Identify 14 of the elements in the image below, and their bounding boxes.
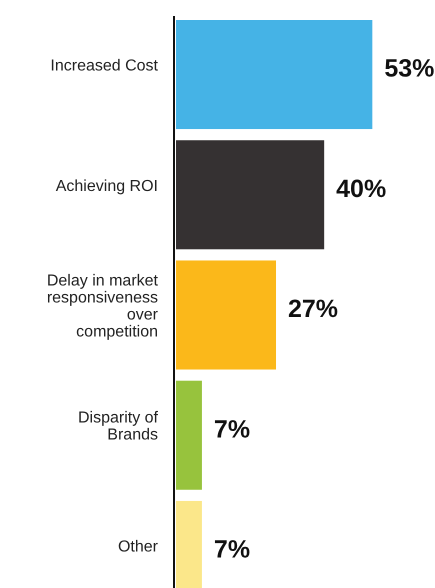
data-label: 53% — [384, 54, 434, 83]
y-tick-label: Other — [118, 538, 159, 556]
data-label: 7% — [214, 536, 250, 564]
bar — [176, 140, 324, 250]
data-label: 7% — [214, 415, 250, 444]
data-label: 40% — [336, 174, 386, 203]
bar — [176, 380, 202, 490]
y-tick-label: Achieving ROI — [56, 178, 158, 195]
bar — [176, 20, 372, 130]
y-tick-label: Delay in market responsiveness over competition — [46, 272, 159, 341]
y-tick-label: Disparity of Brands — [78, 410, 159, 444]
y-tick-label: Increased Cost — [50, 58, 159, 75]
data-label: 27% — [288, 295, 338, 324]
bar — [176, 260, 276, 370]
